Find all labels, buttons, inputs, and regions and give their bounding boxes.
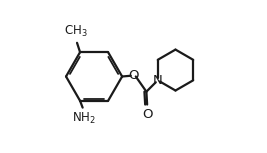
Text: O: O bbox=[128, 69, 139, 82]
Text: CH$_3$: CH$_3$ bbox=[64, 24, 88, 39]
Text: NH$_2$: NH$_2$ bbox=[72, 111, 96, 126]
Text: N: N bbox=[153, 74, 163, 87]
Text: O: O bbox=[142, 108, 153, 121]
